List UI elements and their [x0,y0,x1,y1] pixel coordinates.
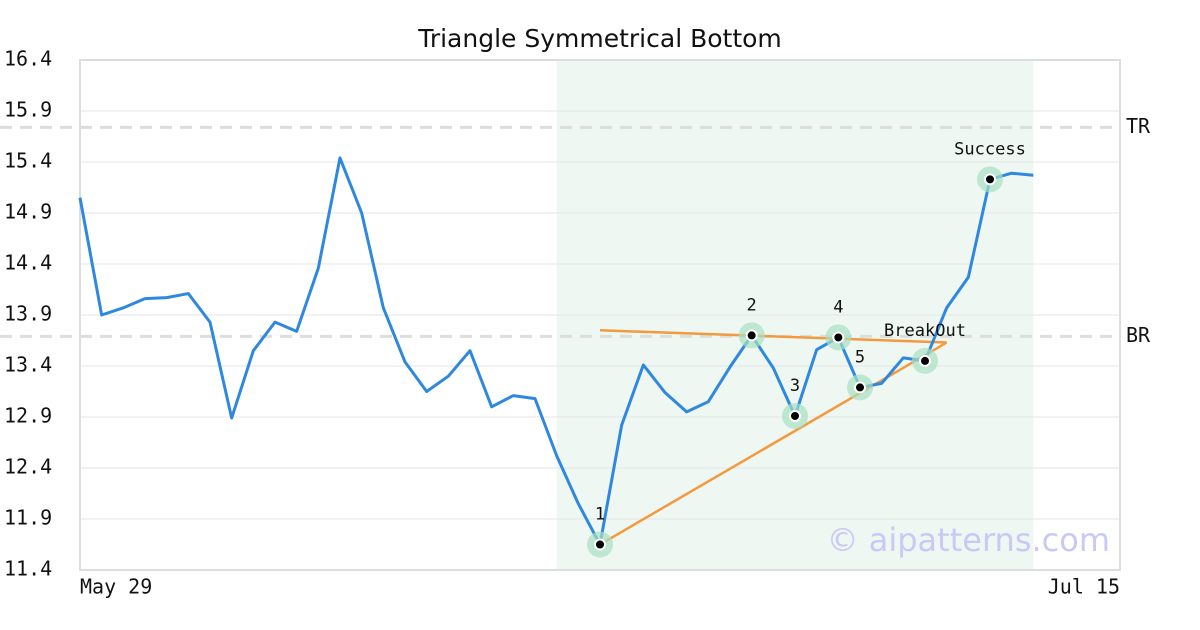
point-label: 1 [595,505,605,525]
y-tick-label: 14.9 [4,200,52,224]
y-tick-label: 14.4 [4,251,52,275]
point-label: 4 [833,297,843,317]
point-marker [984,173,996,186]
level-label: BR [1126,323,1151,347]
plot-frame [79,59,1121,571]
trend-line [599,329,947,344]
point-marker [594,538,606,551]
y-tick-label: 12.9 [4,404,52,428]
y-tick-label: 13.4 [4,353,52,377]
y-tick-label: 13.9 [4,302,52,326]
watermark: © aipatterns.com [827,521,1110,559]
x-tick-label: May 29 [80,575,152,599]
point-label: 3 [790,376,800,396]
point-marker [854,381,866,394]
y-tick-label: 11.4 [4,557,52,581]
point-marker [745,329,758,342]
y-tick-label: 15.4 [4,149,52,173]
x-tick-label: Jul 15 [1048,575,1120,599]
level-label: TR [1126,114,1151,138]
y-tick-label: 11.9 [4,506,52,530]
point-label: 5 [855,347,865,367]
point-marker [832,331,845,344]
price-line [78,156,1034,546]
point-marker [919,354,931,367]
point-label: BreakOut [884,321,966,341]
y-tick-label: 15.9 [4,98,52,122]
point-label: 2 [747,295,757,315]
point-marker [789,409,801,422]
y-tick-label: 16.4 [4,47,52,71]
chart-title: Triangle Symmetrical Bottom [417,24,782,53]
y-tick-label: 12.4 [4,455,52,479]
point-label: Success [954,139,1026,159]
